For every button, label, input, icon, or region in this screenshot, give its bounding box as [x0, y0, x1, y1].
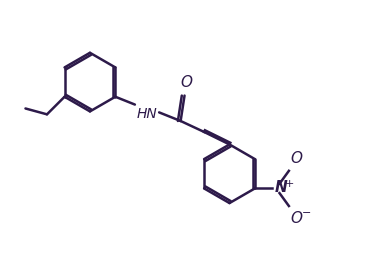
Text: −: −: [301, 208, 311, 218]
Text: +: +: [285, 179, 294, 189]
Text: O: O: [181, 75, 192, 90]
Text: N: N: [274, 180, 287, 195]
Text: O: O: [291, 151, 303, 166]
Text: HN: HN: [137, 107, 158, 120]
Text: O: O: [291, 211, 303, 226]
